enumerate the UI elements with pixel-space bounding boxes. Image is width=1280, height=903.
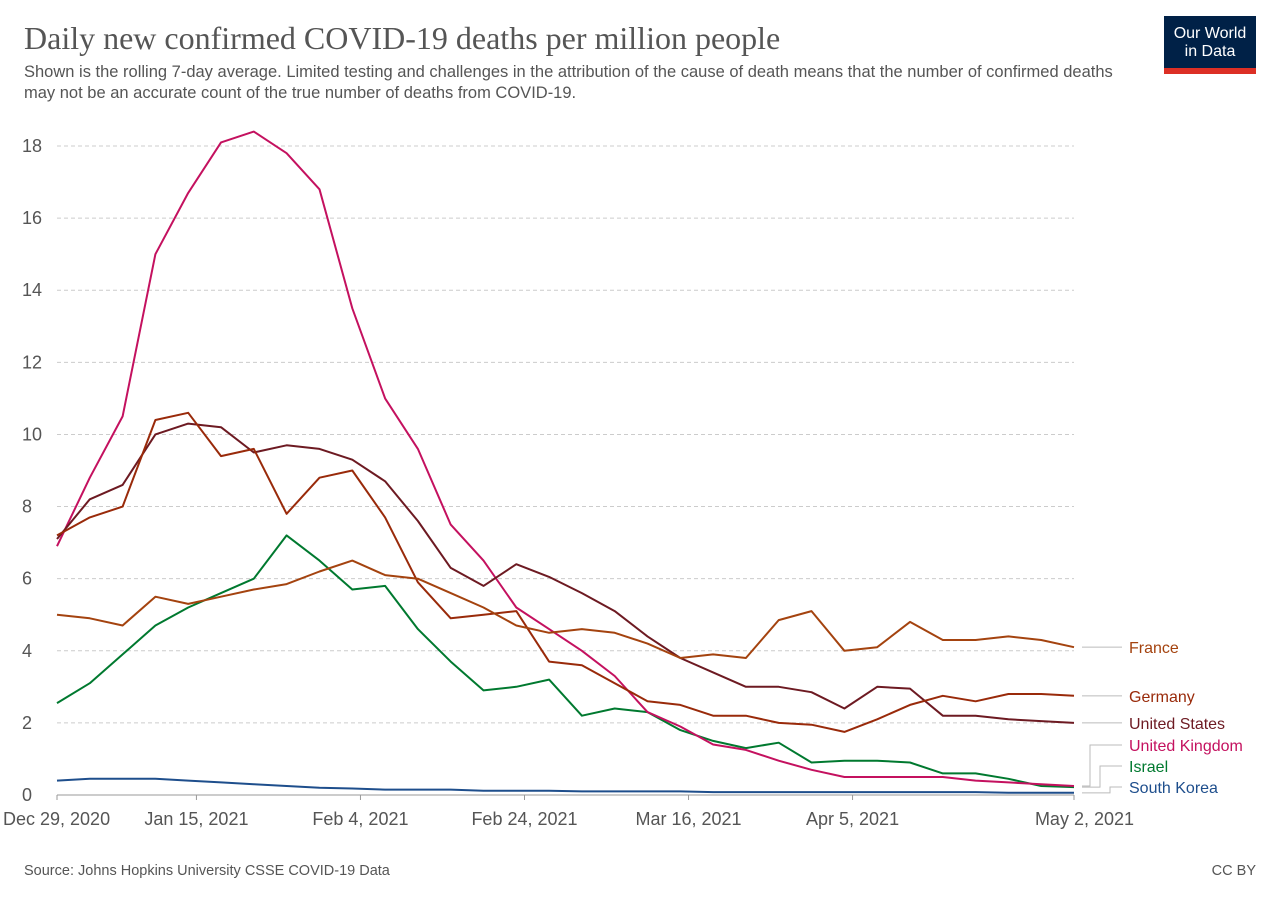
series-line-united-states	[56, 422, 1075, 724]
logo-line1: Our World	[1173, 25, 1247, 42]
y-tick-label: 10	[22, 424, 42, 444]
y-tick-label: 14	[22, 280, 42, 300]
series-line-united-kingdom	[56, 130, 1075, 787]
x-tick-label: Mar 16, 2021	[635, 809, 741, 829]
x-tick-label: Jan 15, 2021	[144, 809, 248, 829]
license-link[interactable]: CC BY	[1211, 863, 1256, 879]
series-label: Israel	[1129, 759, 1168, 776]
logo-bar	[1164, 68, 1256, 74]
y-tick-label: 12	[22, 352, 42, 372]
series-label: Germany	[1129, 689, 1195, 706]
series-line-south-korea	[56, 777, 1074, 794]
x-tick-label: Feb 24, 2021	[471, 809, 577, 829]
y-tick-label: 16	[22, 208, 42, 228]
y-tick-label: 6	[22, 569, 32, 589]
chart-title: Daily new confirmed COVID-19 deaths per …	[24, 20, 781, 56]
series-line-israel	[56, 534, 1075, 789]
logo-line2: in Data	[1184, 43, 1236, 60]
series-label: South Korea	[1129, 780, 1218, 797]
x-tick-label: May 2, 2021	[1035, 809, 1134, 829]
series-line-france	[56, 559, 1075, 659]
series-line-germany	[56, 411, 1075, 733]
x-tick-label: Apr 5, 2021	[806, 809, 899, 829]
x-tick-label: Dec 29, 2020	[3, 809, 110, 829]
series-label: United Kingdom	[1129, 738, 1243, 755]
y-tick-label: 4	[22, 641, 32, 661]
y-tick-label: 8	[22, 497, 32, 517]
y-tick-label: 0	[22, 785, 32, 805]
x-tick-label: Feb 4, 2021	[312, 809, 408, 829]
y-tick-label: 18	[22, 136, 42, 156]
label-connector	[1082, 744, 1122, 787]
owid-logo[interactable]: Our World in Data	[1164, 16, 1256, 74]
series-label: United States	[1129, 716, 1225, 733]
source-note: Source: Johns Hopkins University CSSE CO…	[24, 863, 390, 879]
label-connector	[1082, 765, 1122, 788]
series-label: France	[1129, 640, 1179, 657]
label-connector	[1082, 786, 1122, 794]
y-tick-label: 2	[22, 713, 32, 733]
chart-subtitle: Shown is the rolling 7-day average. Limi…	[24, 63, 1113, 102]
